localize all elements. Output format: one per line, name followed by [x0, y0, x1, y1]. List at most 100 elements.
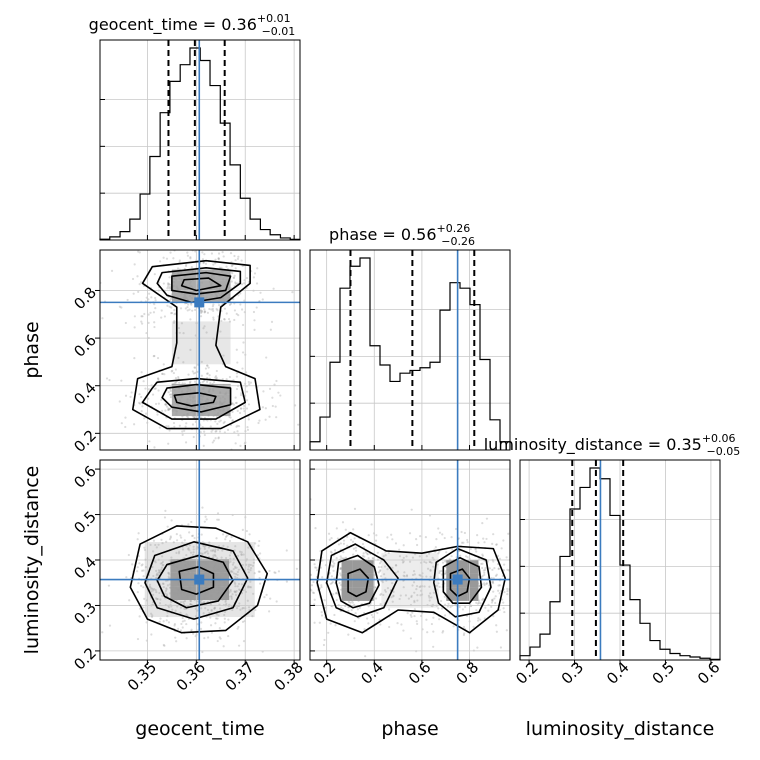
scatter-point: [281, 584, 283, 586]
scatter-point: [189, 565, 192, 569]
scatter-point: [481, 553, 484, 556]
scatter-point: [167, 282, 170, 285]
density-cell: [419, 589, 439, 608]
scatter-point: [349, 594, 352, 597]
scatter-point: [202, 612, 205, 615]
scatter-point: [447, 588, 450, 591]
scatter-point: [230, 569, 233, 573]
scatter-point: [236, 570, 239, 574]
scatter-point: [256, 554, 260, 557]
scatter-point: [443, 614, 447, 617]
scatter-point: [429, 592, 432, 595]
scatter-point: [270, 563, 272, 565]
scatter-point: [206, 398, 209, 401]
scatter-point: [379, 593, 382, 596]
scatter-point: [344, 571, 347, 574]
scatter-point: [234, 566, 237, 570]
scatter-point: [229, 560, 232, 563]
scatter-point: [416, 594, 419, 597]
scatter-point: [415, 585, 419, 588]
scatter-point: [342, 551, 345, 554]
scatter-point: [212, 270, 215, 273]
scatter-point: [488, 567, 491, 570]
scatter-point: [229, 557, 232, 560]
title-minus: −0.26: [441, 235, 475, 248]
scatter-point: [252, 276, 256, 279]
scatter-point: [447, 585, 450, 588]
scatter-point: [247, 585, 250, 588]
scatter-point: [192, 594, 195, 597]
scatter-point: [334, 624, 337, 627]
scatter-point: [163, 516, 167, 519]
scatter-point: [381, 581, 384, 584]
scatter-point: [405, 574, 409, 577]
scatter-point: [207, 636, 210, 639]
scatter-point: [354, 612, 357, 615]
scatter-point: [241, 563, 244, 567]
scatter-point: [173, 309, 176, 312]
scatter-point: [365, 571, 368, 575]
scatter-point: [353, 591, 356, 594]
scatter-point: [157, 389, 160, 392]
scatter-point: [481, 574, 484, 578]
scatter-point: [462, 625, 466, 629]
density-layer: [144, 269, 479, 618]
scatter-point: [185, 595, 188, 598]
scatter-point: [497, 584, 500, 587]
scatter-point: [213, 607, 216, 610]
scatter-point: [216, 309, 219, 312]
scatter-point: [491, 599, 494, 602]
scatter-point: [220, 588, 223, 591]
scatter-point: [482, 537, 485, 540]
scatter-point: [107, 584, 111, 587]
scatter-point: [152, 589, 155, 592]
scatter-point: [253, 319, 256, 322]
scatter-point: [172, 573, 176, 576]
scatter-point: [210, 275, 213, 279]
scatter-point: [170, 563, 173, 567]
scatter-point: [506, 568, 509, 571]
scatter-point: [485, 582, 488, 585]
scatter-point: [340, 606, 343, 609]
scatter-point: [233, 309, 237, 312]
scatter-point: [347, 598, 350, 601]
scatter-point: [202, 387, 205, 390]
scatter-point: [167, 283, 170, 286]
scatter-point: [164, 592, 167, 595]
scatter-point: [200, 621, 203, 624]
scatter-point: [218, 588, 221, 591]
scatter-point: [211, 441, 214, 444]
scatter-point: [237, 294, 240, 297]
scatter-point: [220, 556, 223, 559]
scatter-point: [192, 580, 195, 583]
scatter-point: [217, 576, 220, 580]
scatter-point: [216, 592, 219, 596]
scatter-point: [344, 570, 347, 573]
scatter-point: [378, 569, 382, 573]
scatter-point: [339, 566, 343, 570]
scatter-point: [201, 387, 205, 391]
scatter-point: [185, 566, 188, 569]
scatter-point: [242, 640, 246, 643]
scatter-point: [150, 296, 153, 299]
scatter-point: [227, 296, 230, 299]
scatter-point: [230, 535, 233, 539]
scatter-point: [170, 519, 173, 522]
y-axis-label-phase: phase: [21, 321, 43, 378]
scatter-point: [225, 265, 228, 268]
scatter-point: [500, 547, 503, 550]
scatter-point: [222, 544, 225, 547]
scatter-point: [218, 591, 221, 594]
scatter-point: [320, 611, 323, 614]
scatter-point: [423, 560, 426, 563]
scatter-point: [429, 560, 432, 564]
scatter-point: [172, 257, 175, 260]
scatter-point: [118, 400, 121, 403]
scatter-point: [441, 631, 444, 634]
scatter-point: [370, 570, 374, 573]
scatter-point: [234, 585, 237, 588]
scatter-point: [168, 287, 171, 290]
scatter-point: [247, 403, 251, 406]
scatter-point: [171, 383, 174, 386]
scatter-point: [485, 582, 488, 585]
